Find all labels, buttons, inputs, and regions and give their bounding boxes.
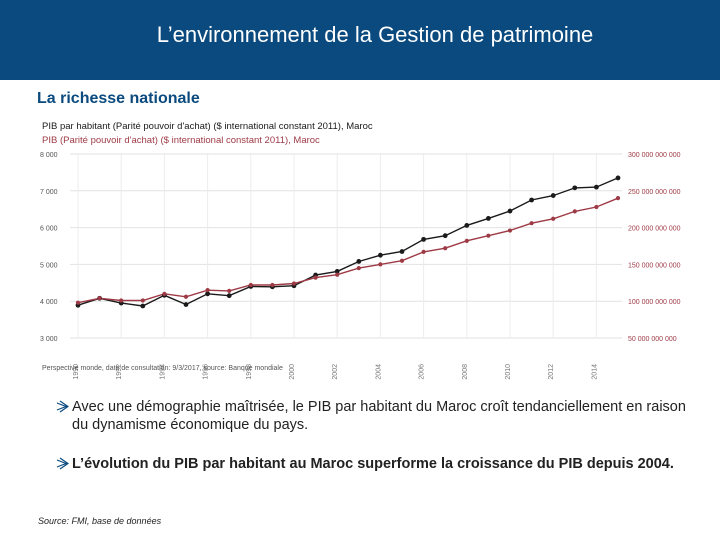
data-point-series-1 [421, 249, 426, 254]
title-bar: L’environnement de la Gestion de patrimo… [0, 0, 720, 80]
series-points [75, 175, 621, 309]
data-point-series-1 [464, 238, 469, 243]
y-right-tick-label: 150 000 000 000 [628, 262, 681, 269]
chart-footer-note: Perspective monde, date de consultation:… [42, 365, 283, 372]
data-point-series-1 [356, 265, 361, 271]
x-tick-label: 2002 [332, 364, 339, 380]
data-point-series-0 [334, 268, 340, 274]
series-line-1 [77, 197, 619, 304]
data-point-series-1 [183, 294, 189, 299]
data-point-series-1 [205, 288, 210, 293]
data-point-series-1 [594, 204, 599, 210]
y-left-tick-label: 5 000 [40, 262, 58, 269]
legend-entry-gdp: PIB (Parité pouvoir d'achat) ($ internat… [42, 135, 320, 146]
legend-entry-gdp-per-capita: PIB par habitant (Parité pouvoir d'achat… [42, 121, 373, 132]
section-subtitle: La richesse nationale [37, 90, 200, 107]
data-point-series-0 [140, 303, 146, 309]
x-tick-label: 2012 [548, 364, 555, 380]
data-point-series-0 [421, 236, 426, 242]
data-point-series-0 [378, 252, 383, 258]
data-point-series-1 [399, 258, 405, 263]
x-tick-label: 2014 [591, 364, 598, 380]
data-point-series-1 [248, 282, 253, 288]
bullet-demography: Avec une démographie maîtrisée, le PIB p… [56, 398, 706, 434]
data-point-series-0 [399, 249, 405, 254]
x-tick-label: 2004 [375, 364, 382, 380]
y-axis-right-labels: 50 000 000 000 100 000 000 000 150 000 000… [628, 152, 681, 343]
x-tick-label: 1994 [159, 364, 166, 380]
data-point-series-0 [486, 216, 491, 221]
x-tick-label: 1990 [73, 364, 80, 380]
x-axis-ticks: 1990 1992 1994 1996 1998 2000 2002 2004 2006 2008… [73, 364, 598, 380]
y-right-tick-label: 300 000 000 000 [628, 152, 681, 159]
bullet-arrow-icon [56, 400, 69, 413]
data-point-series-1 [270, 282, 275, 288]
bullet-arrow-icon [56, 457, 69, 470]
data-point-series-0 [464, 222, 470, 228]
data-point-series-1 [615, 196, 621, 201]
data-point-series-1 [335, 272, 340, 277]
y-left-tick-label: 4 000 [40, 299, 58, 306]
x-tick-label: 2008 [462, 364, 469, 380]
data-point-series-0 [183, 302, 189, 307]
data-point-series-1 [140, 298, 145, 303]
data-point-series-0 [442, 233, 448, 239]
data-point-series-0 [572, 185, 578, 191]
chart-grid [70, 153, 622, 339]
x-tick-label: 2010 [505, 364, 512, 380]
data-point-series-0 [550, 193, 556, 198]
data-point-series-1 [378, 262, 383, 267]
data-point-series-1 [572, 209, 577, 214]
data-point-series-1 [227, 288, 232, 293]
gdp-line-chart: 1990 1992 1994 1996 1998 2000 2002 2004 2006 2008… [40, 121, 681, 380]
x-tick-label: 1992 [116, 364, 123, 380]
data-point-series-0 [205, 291, 211, 297]
y-left-tick-label: 8 000 [40, 152, 58, 159]
source-note: Source: FMI, base de données [38, 516, 162, 526]
x-tick-label: 2006 [419, 364, 426, 380]
data-point-series-1 [529, 221, 534, 226]
bullet-gdp-evolution: L’évolution du PIB par habitant au Maroc… [56, 455, 706, 473]
x-tick-label: 1998 [246, 364, 253, 380]
slide-title: L’environnement de la Gestion de patrimo… [156, 22, 594, 47]
data-point-series-0 [594, 184, 599, 190]
x-tick-label: 2000 [289, 364, 296, 380]
y-right-tick-label: 100 000 000 000 [628, 299, 681, 306]
bullet-text: L’évolution du PIB par habitant au Maroc… [72, 456, 674, 472]
data-point-series-1 [162, 291, 167, 296]
data-point-series-0 [356, 259, 362, 264]
y-right-tick-label: 200 000 000 000 [628, 226, 681, 233]
y-left-tick-label: 7 000 [40, 189, 58, 196]
series-lines [77, 177, 619, 307]
data-point-series-1 [75, 300, 81, 305]
y-left-tick-label: 6 000 [40, 226, 58, 233]
data-point-series-1 [313, 275, 318, 280]
y-right-tick-label: 50 000 000 000 [628, 336, 677, 343]
x-tick-label: 1996 [203, 364, 210, 380]
data-point-series-1 [443, 246, 448, 251]
data-point-series-0 [615, 175, 621, 181]
y-left-tick-label: 3 000 [40, 336, 58, 343]
data-point-series-1 [551, 216, 556, 221]
bullet-text: Avec une démographie maîtrisée, le PIB p… [72, 399, 686, 433]
data-point-series-0 [226, 293, 232, 299]
y-axis-left-labels: 3 000 4 000 5 000 6 000 7 000 8 000 [40, 152, 58, 343]
data-point-series-1 [486, 233, 491, 238]
data-point-series-0 [507, 208, 513, 214]
y-right-tick-label: 250 000 000 000 [628, 189, 681, 196]
data-point-series-1 [119, 298, 124, 303]
data-point-series-1 [291, 281, 297, 286]
series-line-0 [77, 177, 619, 307]
data-point-series-1 [507, 228, 513, 233]
data-point-series-0 [529, 197, 534, 203]
data-point-series-1 [97, 296, 102, 301]
